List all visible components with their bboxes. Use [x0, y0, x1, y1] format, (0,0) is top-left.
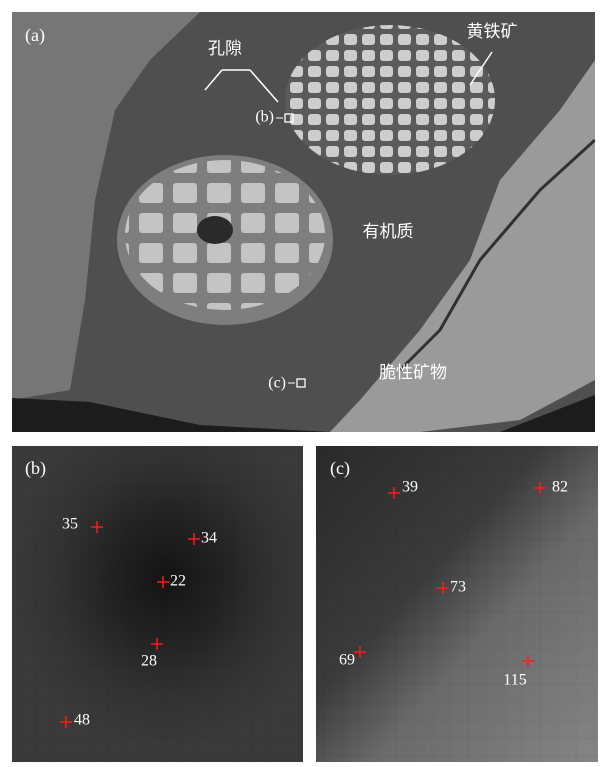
point-value: 28: [141, 653, 157, 670]
point-value: 22: [170, 573, 186, 590]
panel-label: (c): [330, 458, 350, 479]
panel-a-image: [12, 12, 595, 432]
annotation: 有机质: [363, 222, 414, 241]
point-value: 39: [402, 479, 418, 496]
point-value: 82: [552, 479, 568, 496]
point-value: 35: [62, 516, 78, 533]
figure: (a) 孔隙 黄铁矿 有机质 脆性矿物 (b) (c) (b) (c) 35 34…: [0, 0, 607, 762]
point-value: 48: [74, 712, 90, 729]
annotation: 孔隙: [208, 39, 242, 58]
point-value: 115: [503, 672, 526, 689]
point-value: 73: [450, 579, 466, 596]
annotation: (b): [255, 109, 274, 126]
panel-label: (a): [25, 25, 45, 46]
panel-label: (b): [25, 458, 46, 479]
page: {"panels": [ {"label": "(a)", "annotatio…: [0, 0, 607, 762]
annotation: 脆性矿物: [379, 363, 447, 382]
annotation: (c): [268, 375, 286, 392]
point-value: 34: [201, 530, 217, 547]
point-value: 69: [339, 652, 355, 669]
pixel-grid: [12, 446, 303, 762]
annotation: 黄铁矿: [467, 22, 518, 41]
